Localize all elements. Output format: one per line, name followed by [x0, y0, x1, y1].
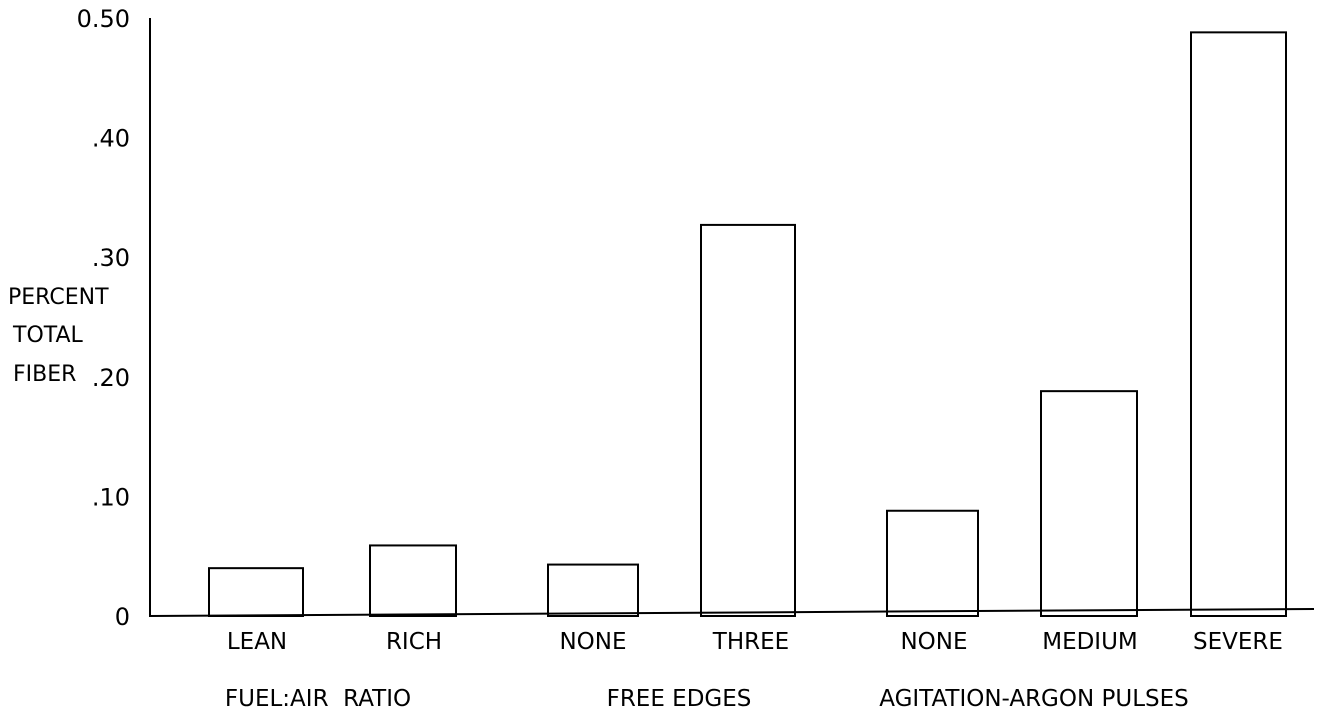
group-label: FUEL:AIR RATIO: [225, 686, 411, 712]
category-label: SEVERE: [1193, 629, 1283, 655]
y-axis-title-line-3: FIBER: [13, 362, 76, 387]
category-label: LEAN: [227, 629, 287, 655]
bar: [1190, 31, 1287, 618]
category-label: RICH: [386, 629, 442, 655]
bar: [886, 509, 979, 618]
category-label: THREE: [712, 629, 789, 655]
group-label: FREE EDGES: [607, 686, 752, 712]
y-axis-title-line-2: TOTAL: [12, 323, 84, 348]
y-tick-label: .40: [92, 125, 130, 153]
group-label: AGITATION-ARGON PULSES: [879, 686, 1189, 712]
y-tick-label: 0: [115, 603, 130, 631]
category-label: NONE: [559, 629, 626, 655]
y-tick-label: .20: [92, 364, 130, 392]
category-labels: LEAN RICH NONE THREE NONE MEDIUM SEVERE: [227, 629, 1283, 655]
bars: [208, 31, 1287, 618]
y-axis-ticks: 0 .10 .20 .30 .40 0.50: [77, 5, 130, 631]
y-tick-label: .30: [92, 244, 130, 272]
bar: [700, 223, 796, 618]
y-axis-title: PERCENT TOTAL FIBER: [8, 285, 109, 387]
y-axis-title-line-1: PERCENT: [8, 285, 109, 310]
group-labels: FUEL:AIR RATIO FREE EDGES AGITATION-ARGON …: [225, 686, 1189, 712]
category-label: NONE: [900, 629, 967, 655]
bar: [369, 544, 457, 617]
bar: [1040, 390, 1138, 618]
bar: [547, 563, 639, 618]
category-label: MEDIUM: [1042, 629, 1138, 655]
y-tick-label: .10: [92, 483, 130, 511]
bar: [208, 567, 304, 617]
y-tick-label: 0.50: [77, 5, 130, 33]
x-axis-line: [149, 608, 1315, 617]
